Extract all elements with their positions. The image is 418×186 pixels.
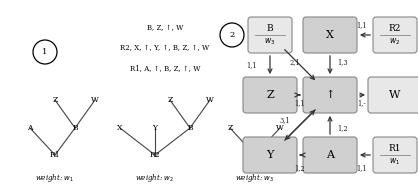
FancyBboxPatch shape	[373, 137, 417, 173]
Text: B, Z, ↑, W: B, Z, ↑, W	[147, 24, 183, 32]
FancyBboxPatch shape	[373, 17, 417, 53]
Text: Y: Y	[266, 150, 274, 160]
FancyBboxPatch shape	[303, 77, 357, 113]
Text: ↑: ↑	[325, 90, 335, 100]
Text: W: W	[389, 90, 401, 100]
Text: $w_2$: $w_2$	[390, 36, 400, 47]
Text: Y: Y	[153, 124, 158, 132]
Text: weight: $w_3$: weight: $w_3$	[235, 172, 275, 184]
FancyBboxPatch shape	[368, 77, 418, 113]
Text: 1,2: 1,2	[295, 164, 305, 172]
Text: 1,1: 1,1	[247, 61, 257, 69]
Text: Z: Z	[167, 96, 173, 104]
Text: 2,1: 2,1	[290, 58, 300, 66]
Text: Z: Z	[266, 90, 274, 100]
Text: X: X	[326, 30, 334, 40]
Text: 1,1: 1,1	[357, 21, 367, 29]
Text: R1: R1	[50, 151, 60, 159]
Text: B: B	[267, 24, 273, 33]
Text: 1,2: 1,2	[338, 124, 348, 132]
Text: 1: 1	[42, 48, 48, 56]
Text: B: B	[72, 124, 78, 132]
FancyBboxPatch shape	[243, 77, 297, 113]
Text: W: W	[91, 96, 99, 104]
Text: 1,3: 1,3	[338, 58, 348, 66]
Text: X: X	[117, 124, 123, 132]
Text: R1: R1	[389, 144, 401, 153]
FancyBboxPatch shape	[243, 137, 297, 173]
Text: Z: Z	[52, 96, 58, 104]
Text: weight: $w_2$: weight: $w_2$	[135, 172, 175, 184]
Text: R2: R2	[389, 24, 401, 33]
Text: 1,1: 1,1	[295, 99, 305, 107]
Text: W: W	[206, 96, 214, 104]
Text: 1,1: 1,1	[357, 164, 367, 172]
Text: B: B	[252, 151, 258, 159]
FancyBboxPatch shape	[248, 17, 292, 53]
Text: 1,-: 1,-	[358, 99, 366, 107]
Text: R2: R2	[150, 151, 161, 159]
Text: R2, X, ↑, Y, ↑, B, Z, ↑, W: R2, X, ↑, Y, ↑, B, Z, ↑, W	[120, 44, 209, 52]
Text: Z: Z	[227, 124, 233, 132]
Text: $w_1$: $w_1$	[390, 156, 400, 167]
Text: 2: 2	[229, 31, 234, 39]
Text: A: A	[326, 150, 334, 160]
Text: R1, A, ↑, B, Z, ↑, W: R1, A, ↑, B, Z, ↑, W	[130, 64, 200, 72]
FancyBboxPatch shape	[303, 17, 357, 53]
FancyBboxPatch shape	[303, 137, 357, 173]
Text: weight: $w_1$: weight: $w_1$	[36, 172, 74, 184]
Text: 3,1: 3,1	[280, 116, 291, 124]
Text: $w_3$: $w_3$	[264, 36, 275, 47]
Text: A: A	[27, 124, 33, 132]
Text: B: B	[187, 124, 193, 132]
Text: W: W	[276, 124, 284, 132]
